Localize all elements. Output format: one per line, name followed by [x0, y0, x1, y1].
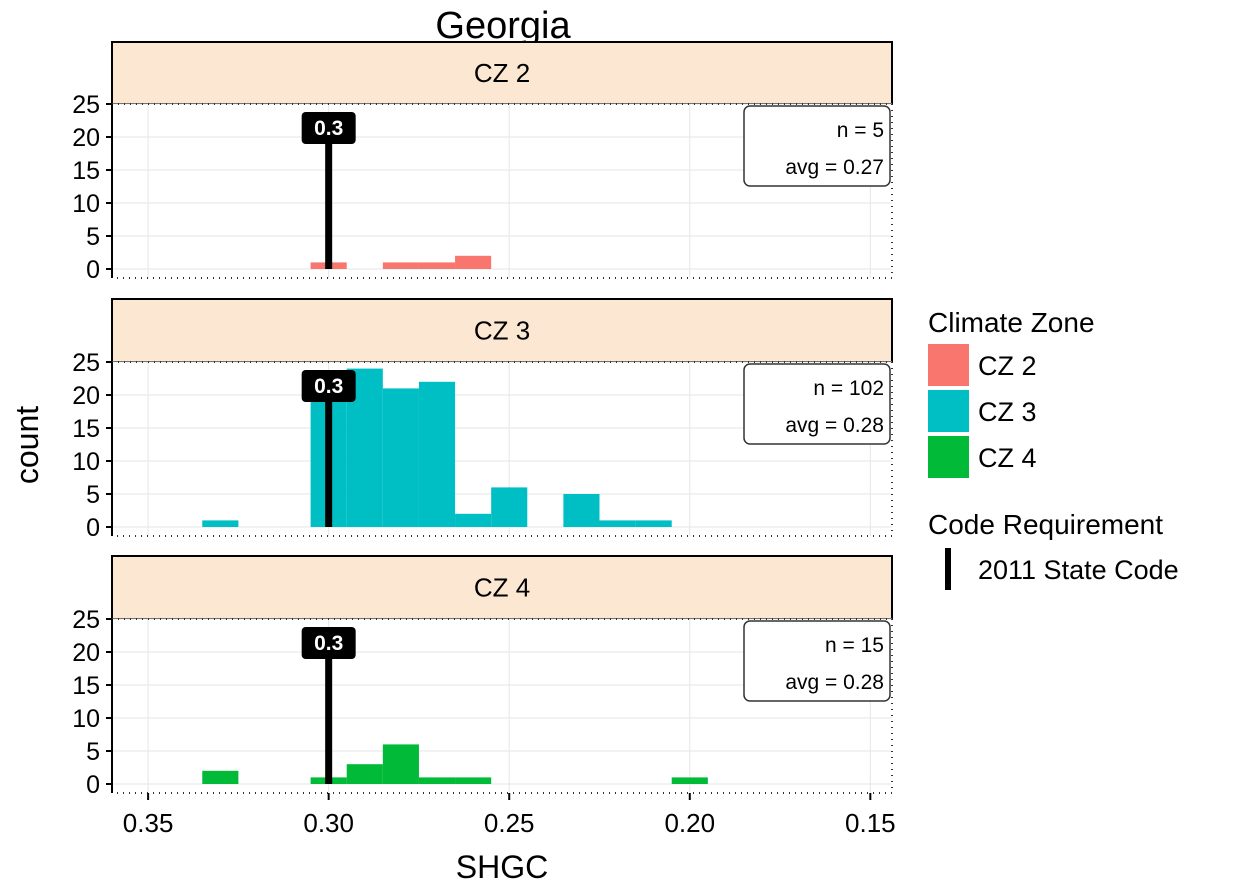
- facet-strip-label: CZ 3: [474, 316, 530, 346]
- y-tick-label: 20: [72, 124, 100, 152]
- legend-fill-items: CZ 2 CZ 3 CZ 4: [928, 344, 1037, 478]
- facet-panel: CZ 2 0.3 n = 5 avg = 0.27 0 5 10 15 20 25: [72, 41, 893, 284]
- y-axis-title: count: [9, 406, 45, 484]
- average-label: avg = 0.28: [785, 671, 884, 694]
- sample-size-label: n = 15: [825, 634, 884, 657]
- facet-strip-label: CZ 4: [474, 573, 530, 603]
- y-tick-label: 0: [86, 771, 100, 799]
- legend-label: CZ 3: [978, 397, 1037, 427]
- facet-strip: [111, 298, 893, 363]
- histogram-bar: [671, 777, 708, 784]
- code-value-label-box: [301, 627, 356, 659]
- histogram-bar: [382, 262, 419, 269]
- stats-box: [743, 620, 891, 702]
- facet-panel: CZ 3 0.3 n = 102 avg = 0.28 0 5 10 15 20 25: [72, 298, 893, 542]
- code-value-label: 0.3: [314, 632, 343, 655]
- histogram-bar: [455, 255, 492, 269]
- histogram-bar: [202, 520, 239, 527]
- y-tick-label: 25: [72, 349, 100, 377]
- facet-strip: [111, 555, 893, 620]
- y-tick-label: 15: [72, 157, 100, 185]
- facet-panel: CZ 4 0.3 n = 15 avg = 0.28 0 5 10 15 20 25: [72, 555, 893, 799]
- y-tick-label: 10: [72, 705, 100, 733]
- y-tick-label: 25: [72, 606, 100, 634]
- histogram-bar: [418, 777, 456, 784]
- y-tick-label: 5: [86, 223, 100, 251]
- legend-label: 2011 State Code: [978, 555, 1179, 585]
- panel-border: [111, 361, 893, 537]
- facet-strip: [111, 41, 893, 105]
- code-value-label-box: [301, 112, 356, 144]
- y-tick-label: 10: [72, 448, 100, 476]
- legend: Climate Zone CZ 2 CZ 3 CZ 4 Code Requireme…: [928, 307, 1179, 590]
- code-value-label-box: [301, 370, 356, 402]
- x-tick-label: 0.20: [664, 808, 715, 838]
- sample-size-label: n = 102: [813, 377, 884, 400]
- y-tick-label: 5: [86, 481, 100, 509]
- legend-swatch: [928, 390, 969, 432]
- panel-border: [111, 103, 893, 279]
- y-tick-label: 10: [72, 190, 100, 218]
- legend-line-items: 2011 State Code: [945, 548, 1179, 590]
- histogram-bar: [418, 262, 456, 269]
- y-tick-label: 20: [72, 382, 100, 410]
- y-tick-label: 20: [72, 639, 100, 667]
- y-tick-label: 5: [86, 738, 100, 766]
- facet-panels: CZ 2 0.3 n = 5 avg = 0.27 0 5 10 15 20 25 CZ 3 0.3 n…: [72, 41, 893, 799]
- histogram-bar: [202, 770, 239, 784]
- facet-strip-label: CZ 2: [474, 58, 530, 88]
- x-axis-title: SHGC: [456, 849, 548, 885]
- panel-border: [111, 618, 893, 794]
- histogram-bar: [455, 777, 492, 784]
- x-tick-label: 0.30: [303, 808, 354, 838]
- histogram-bar: [635, 520, 672, 527]
- legend-title-code-requirement: Code Requirement: [928, 509, 1163, 540]
- x-axis: 0.35 0.30 0.25 0.20 0.15: [123, 793, 896, 838]
- histogram-bar: [455, 513, 492, 527]
- legend-label: CZ 4: [978, 443, 1037, 473]
- y-tick-label: 15: [72, 415, 100, 443]
- x-tick-label: 0.25: [484, 808, 535, 838]
- legend-swatch: [928, 436, 969, 478]
- histogram-bar: [382, 388, 419, 527]
- stats-box: [743, 363, 891, 445]
- x-tick-label: 0.35: [123, 808, 174, 838]
- histogram-bar: [382, 744, 419, 784]
- y-tick-label: 0: [86, 256, 100, 284]
- histogram-bar: [599, 520, 636, 527]
- legend-label: CZ 2: [978, 351, 1037, 381]
- y-tick-label: 25: [72, 91, 100, 119]
- histogram-bar: [346, 764, 383, 784]
- y-tick-label: 15: [72, 672, 100, 700]
- average-label: avg = 0.28: [785, 414, 884, 437]
- legend-swatch: [928, 344, 969, 386]
- histogram-bar: [491, 487, 528, 527]
- code-value-label: 0.3: [314, 117, 343, 140]
- legend-title-climate-zone: Climate Zone: [928, 307, 1095, 338]
- histogram-bar: [563, 494, 600, 527]
- x-tick-label: 0.15: [845, 808, 896, 838]
- sample-size-label: n = 5: [837, 119, 884, 142]
- y-tick-label: 0: [86, 514, 100, 542]
- histogram-bar: [418, 381, 456, 527]
- code-value-label: 0.3: [314, 375, 343, 398]
- average-label: avg = 0.27: [785, 156, 884, 179]
- stats-box: [743, 105, 891, 187]
- chart-title: Georgia: [435, 5, 571, 47]
